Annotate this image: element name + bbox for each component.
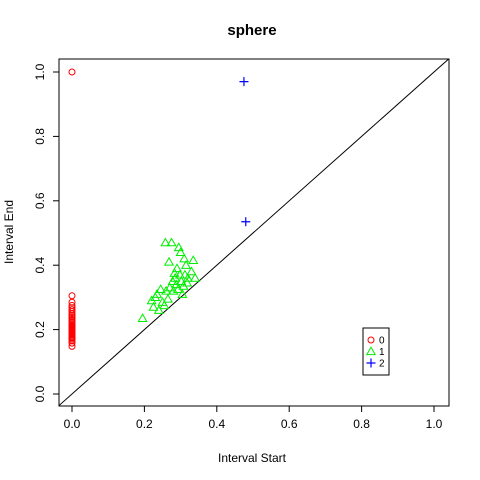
series-1-point-33 (186, 266, 197, 276)
legend-box (362, 327, 390, 376)
series-0-point-1 (68, 292, 76, 300)
series-0-point-27 (68, 337, 76, 345)
legend-label-0: 0 (379, 336, 385, 347)
x-tick-label-4: 0.8 (353, 417, 370, 431)
series-2-point-1 (241, 217, 251, 227)
series-1-point-5 (153, 305, 164, 314)
series-1-point-6 (155, 284, 166, 293)
x-tick-label-5: 1.0 (426, 417, 443, 431)
series-2-point-0 (239, 77, 249, 87)
series-1-point-28 (179, 253, 190, 263)
diagonal-line (58, 58, 449, 406)
axes: 0.0 0.2 0.4 0.6 0.8 1.0 0.0 0.2 0.4 0.6 0.8 1.0 (33, 58, 450, 431)
series-1-point-9 (160, 237, 171, 247)
x-tick-label-3: 0.6 (281, 417, 298, 431)
series-0-point-0 (68, 68, 76, 76)
legend-marker-2 (366, 358, 376, 368)
series-1-point-8 (159, 300, 170, 310)
y-tick-label-2: 0.4 (33, 257, 47, 274)
series-1-point-24 (175, 247, 186, 256)
series-1-point-12 (163, 256, 175, 266)
series-1-point-11 (162, 293, 173, 303)
series-1-point-20 (171, 263, 183, 273)
y-axis-label: Interval End (2, 200, 16, 264)
series-0-point-29 (68, 342, 76, 350)
legend-marker-0 (367, 336, 375, 344)
y-tick-label-3: 0.6 (33, 192, 47, 209)
series-1-point-23 (174, 269, 185, 279)
y-tick-label-0: 0.0 (33, 385, 47, 402)
y-tick-label-5: 1.0 (33, 63, 47, 80)
y-tick-label-1: 0.2 (33, 321, 47, 338)
x-tick-label-0: 0.0 (64, 417, 81, 431)
series-1-point-14 (166, 237, 177, 247)
series-1-point-4 (152, 288, 163, 298)
series-1-point-2 (148, 301, 159, 311)
legend-label-2: 2 (379, 359, 385, 370)
series-1-point-17 (169, 268, 180, 277)
legend-label-1: 1 (379, 347, 385, 358)
series-1-point-31 (182, 277, 193, 287)
x-tick-label-1: 0.2 (136, 417, 153, 431)
series-0-point-2 (68, 298, 76, 306)
legend-marker-1 (365, 346, 377, 356)
legend: 012 (362, 327, 390, 376)
series-0-point-5 (68, 306, 76, 314)
series-1-point-32 (182, 272, 193, 282)
chart-title: sphere (227, 22, 276, 39)
series-1-point-0 (137, 313, 148, 322)
series-1-point-34 (188, 255, 199, 265)
series-0-point-6 (68, 308, 76, 316)
plot-area (58, 58, 449, 406)
series-1-point-30 (180, 259, 192, 269)
x-tick-label-2: 0.4 (208, 417, 225, 431)
y-tick-label-4: 0.8 (33, 128, 47, 145)
series-1-point-35 (190, 272, 201, 282)
x-axis-label: Interval Start (218, 451, 287, 465)
series-0-point-28 (68, 339, 76, 347)
series-1-point-26 (177, 288, 188, 298)
plot-frame (58, 58, 450, 407)
